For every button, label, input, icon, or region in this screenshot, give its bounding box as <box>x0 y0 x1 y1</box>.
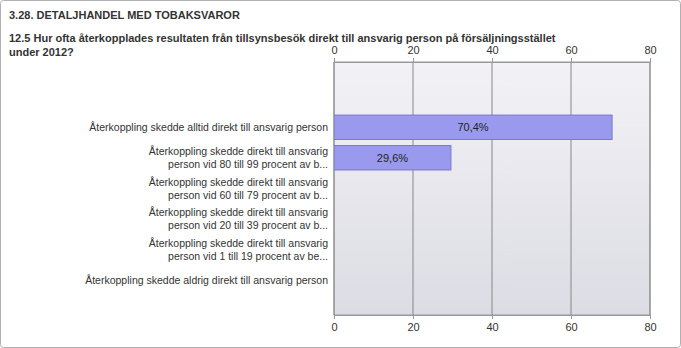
tick: 20 <box>407 44 419 62</box>
subtitle: 12.5 Hur ofta återkopplades resultaten f… <box>9 32 556 58</box>
tick: 60 <box>565 44 577 62</box>
tick-label: 60 <box>565 321 577 333</box>
tick-label: 0 <box>331 44 337 56</box>
bars <box>334 115 612 170</box>
tick-mark <box>334 315 335 319</box>
grid-line <box>334 62 335 315</box>
axis-line <box>335 316 651 320</box>
tick: 20 <box>407 315 419 333</box>
category-label: Återkoppling skedde direkt till ansvarig… <box>149 206 328 231</box>
tick: 80 <box>644 44 656 62</box>
bar <box>334 207 335 231</box>
tick: 0 <box>331 315 337 333</box>
frame <box>1 1 681 348</box>
category-label: Återkoppling skedde direkt till ansvarig… <box>149 237 328 262</box>
bar <box>334 115 612 139</box>
tick-mark <box>571 315 572 319</box>
tick-mark <box>334 58 335 62</box>
plot-area <box>334 62 650 315</box>
x-axis: 0 20 40 60 80 <box>331 315 656 333</box>
category-label: Återkoppling skedde direkt till ansvarig… <box>149 176 328 201</box>
title: 3.28. DETALJHANDEL MED TOBAKSVAROR <box>9 9 240 21</box>
tick: 40 <box>486 44 498 62</box>
category-label: Återkoppling skedde alltid direkt till a… <box>89 121 328 133</box>
tick-mark <box>492 315 493 319</box>
bar <box>334 146 451 170</box>
tick-label: 80 <box>644 321 656 333</box>
tick-label: 20 <box>407 321 419 333</box>
tick-mark <box>413 315 414 319</box>
tick-label: 0 <box>331 321 337 333</box>
tick-mark <box>650 315 651 319</box>
data-label: 70,4% <box>457 121 488 133</box>
tick: 80 <box>644 315 656 333</box>
tick-label: 40 <box>486 321 498 333</box>
tick-mark <box>492 58 493 62</box>
tick-mark <box>413 58 414 62</box>
tick: 0 <box>331 44 337 62</box>
chart: 3.28. DETALJHANDEL MED TOBAKSVAROR 12.5 H… <box>0 0 681 348</box>
bar <box>334 237 335 261</box>
tick-label: 60 <box>565 44 577 56</box>
category-labels: Återkoppling skedde alltid direkt till a… <box>85 121 328 285</box>
x-axis: 0 20 40 60 80 <box>331 44 656 63</box>
tick: 60 <box>565 315 577 333</box>
category-label: Återkoppling skedde direkt till ansvarig… <box>149 145 328 170</box>
axis-line <box>335 58 651 63</box>
grid-line <box>413 62 414 315</box>
tick-label: 40 <box>486 44 498 56</box>
tick-mark <box>571 58 572 62</box>
tick-label: 80 <box>644 44 656 56</box>
tick-mark <box>650 58 651 62</box>
grid-line <box>650 62 651 315</box>
grid-line <box>571 62 572 315</box>
grid-line <box>492 62 493 315</box>
category-label: Återkoppling skedde aldrig direkt till a… <box>85 274 328 286</box>
tick-label: 20 <box>407 44 419 56</box>
bar <box>334 268 335 292</box>
bar <box>334 176 335 200</box>
data-labels: 70,4% 29,6% <box>377 121 489 163</box>
data-label: 29,6% <box>377 152 408 164</box>
tick: 40 <box>486 315 498 333</box>
